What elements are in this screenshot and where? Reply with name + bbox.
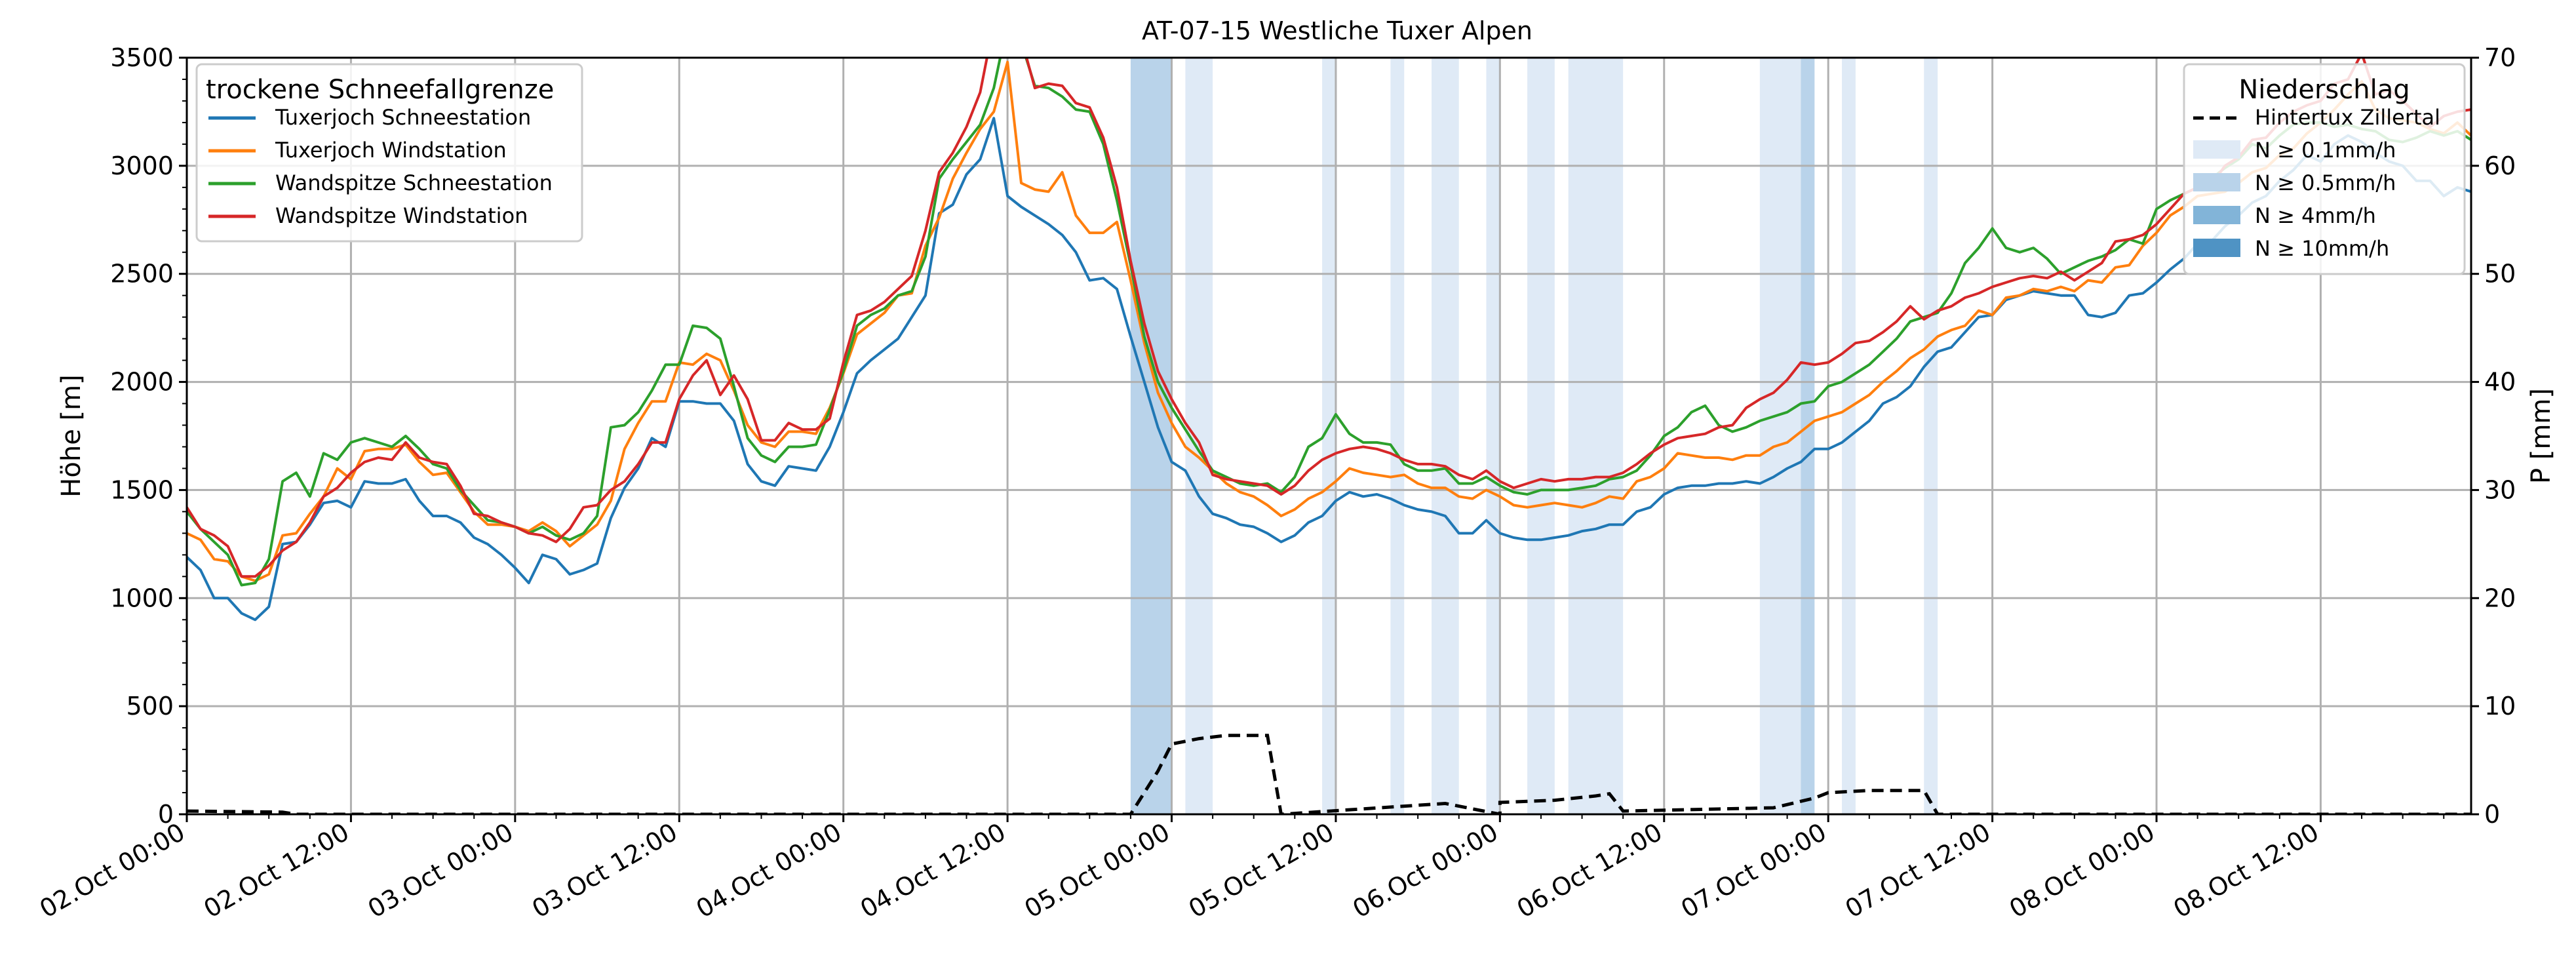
precip-band bbox=[1390, 58, 1405, 814]
y-tick-label: 1500 bbox=[110, 475, 174, 504]
y2-axis-label: P [mm] bbox=[2526, 388, 2556, 484]
precip-band bbox=[1568, 58, 1624, 814]
legend-snowfall-label: Wandspitze Schneestation bbox=[275, 170, 553, 195]
precip-band bbox=[1924, 58, 1938, 814]
chart-title: AT-07-15 Westliche Tuxer Alpen bbox=[1142, 16, 1532, 45]
legend-precipitation: Niederschlag Hintertux Zillertal N ≥ 0.1m… bbox=[2183, 63, 2466, 275]
precip-band bbox=[1801, 58, 1815, 814]
series-line bbox=[187, 58, 2471, 578]
legend-precip-band-swatch bbox=[2193, 140, 2240, 159]
y2-tick-label: 20 bbox=[2484, 583, 2516, 612]
plot-frame bbox=[185, 56, 2472, 816]
precip-band bbox=[1322, 58, 1336, 814]
legend-precip-band-swatch bbox=[2193, 206, 2240, 224]
series-line bbox=[187, 60, 2471, 582]
legend-precipitation-items: Hintertux Zillertal N ≥ 0.1mm/h N ≥ 0.5mm/… bbox=[2193, 105, 2440, 261]
series-line bbox=[187, 58, 2471, 587]
y2-tick-label: 70 bbox=[2484, 43, 2516, 72]
y-tick-label: 2000 bbox=[110, 368, 174, 397]
series-line bbox=[187, 117, 2471, 622]
y-tick-label: 1000 bbox=[110, 583, 174, 612]
legend-precip-band-label: N ≥ 4mm/h bbox=[2255, 203, 2376, 228]
legend-snowfall-label: Tuxerjoch Windstation bbox=[275, 138, 507, 163]
legend-precip-band-label: N ≥ 0.5mm/h bbox=[2255, 170, 2396, 195]
legend-precip-band-swatch bbox=[2193, 239, 2240, 257]
legend-precip-band-label: N ≥ 0.1mm/h bbox=[2255, 138, 2396, 163]
y-tick-label: 3500 bbox=[110, 43, 174, 72]
legend-precip-band-label: N ≥ 10mm/h bbox=[2255, 236, 2389, 261]
precip-band bbox=[1432, 58, 1459, 814]
y2-tick-label: 0 bbox=[2484, 800, 2500, 829]
data-series bbox=[187, 58, 2471, 622]
legend-snowfall-box bbox=[195, 63, 583, 243]
y2-tick-label: 40 bbox=[2484, 368, 2516, 397]
y2-tick-label: 60 bbox=[2484, 151, 2516, 180]
precip-band bbox=[1527, 58, 1555, 814]
y-tick-label: 500 bbox=[126, 692, 174, 721]
y2-tick-label: 30 bbox=[2484, 475, 2516, 504]
legend-snowfall-label: Tuxerjoch Schneestation bbox=[275, 105, 531, 130]
legend-precip-line-label: Hintertux Zillertal bbox=[2255, 105, 2440, 130]
legend-snowfall-label: Wandspitze Windstation bbox=[275, 203, 528, 228]
legend-snowfall-title: trockene Schneefallgrenze bbox=[206, 75, 554, 105]
legend-precip-band-swatch bbox=[2193, 173, 2240, 191]
precip-band bbox=[1486, 58, 1500, 814]
legend-precipitation-title: Niederschlag bbox=[2238, 75, 2410, 105]
y-tick-label: 0 bbox=[158, 800, 174, 829]
y-tick-label: 2500 bbox=[110, 260, 174, 288]
legend-precipitation-box bbox=[2183, 63, 2466, 275]
y-tick-label: 3000 bbox=[110, 151, 174, 180]
y2-tick-label: 10 bbox=[2484, 692, 2516, 721]
y-axis-label: Höhe [m] bbox=[56, 374, 87, 497]
precipitation-bands bbox=[1130, 58, 1938, 814]
legend-snowfall-items: Tuxerjoch Schneestation Tuxerjoch Windsta… bbox=[208, 105, 553, 228]
precip-band bbox=[1130, 58, 1172, 814]
legend-snowfall: trockene Schneefallgrenze Tuxerjoch Schn… bbox=[195, 63, 583, 243]
y2-tick-label: 50 bbox=[2484, 260, 2516, 288]
